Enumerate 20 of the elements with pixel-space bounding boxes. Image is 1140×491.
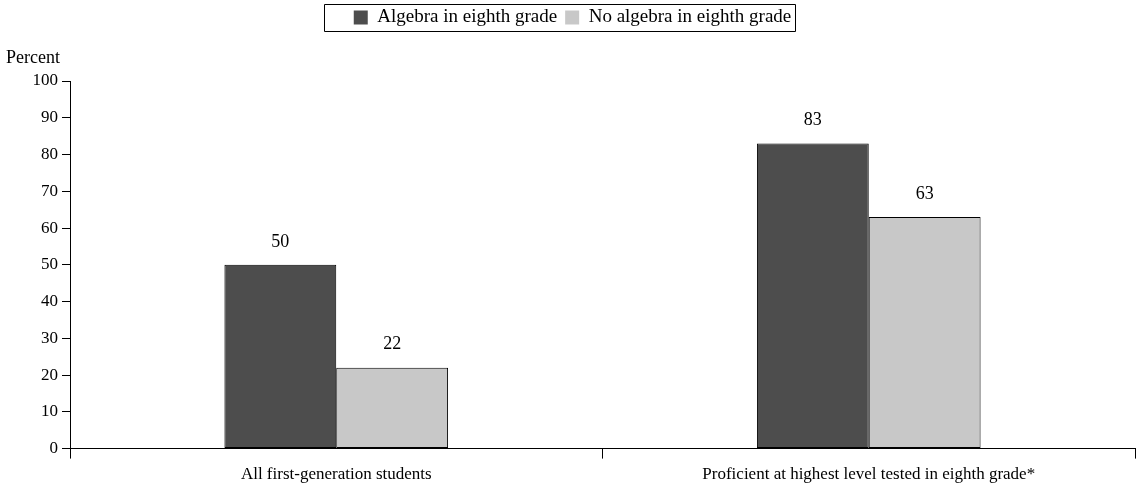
y-tick-label: 30 [41, 327, 58, 347]
y-tick-label: 60 [41, 217, 58, 237]
y-tick-label: 0 [49, 438, 58, 458]
y-tick-label: 20 [41, 364, 58, 384]
x-tick-label: Proficient at highest level tested in eighth grade* [702, 464, 1036, 484]
y-tick-label: 100 [32, 70, 58, 90]
legend-label: No algebra in eighth grade [588, 5, 792, 27]
y-tick-label: 50 [41, 254, 58, 274]
legend-label: Algebra in eighth grade [377, 5, 558, 27]
data-label: 63 [915, 182, 934, 203]
y-tick-label: 80 [41, 143, 58, 163]
y-tick-label: 70 [41, 180, 58, 200]
x-tick-label: All first-generation students [240, 464, 432, 484]
y-tick-label: 90 [41, 107, 58, 127]
y-axis-title: Percent [6, 46, 60, 67]
data-label: 22 [383, 333, 402, 354]
y-tick-label: 40 [41, 291, 58, 311]
data-label: 50 [271, 230, 290, 251]
data-label: 83 [803, 109, 822, 130]
y-tick-label: 10 [41, 401, 58, 421]
